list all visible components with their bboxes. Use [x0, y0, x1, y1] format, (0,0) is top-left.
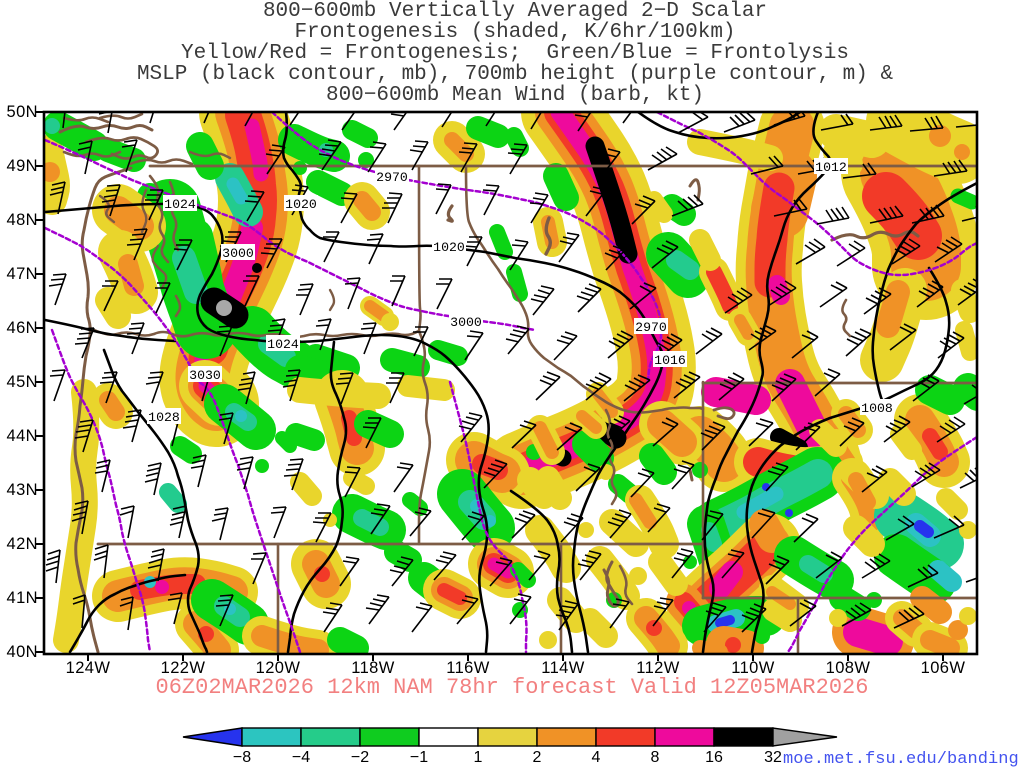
svg-text:2970: 2970: [635, 320, 667, 335]
svg-text:−8: −8: [233, 749, 251, 766]
svg-text:3000: 3000: [222, 246, 254, 261]
svg-text:4: 4: [592, 749, 601, 766]
svg-text:16: 16: [705, 749, 723, 766]
svg-text:1: 1: [474, 749, 483, 766]
svg-text:1008: 1008: [861, 401, 893, 416]
svg-text:3000: 3000: [450, 315, 482, 330]
svg-text:1024: 1024: [267, 337, 299, 352]
svg-text:1020: 1020: [285, 197, 317, 212]
svg-text:1028: 1028: [148, 410, 180, 425]
svg-text:2: 2: [533, 749, 542, 766]
svg-text:1016: 1016: [654, 353, 686, 368]
svg-text:1012: 1012: [815, 160, 847, 175]
svg-text:2970: 2970: [376, 170, 408, 185]
svg-text:1020: 1020: [433, 240, 465, 255]
svg-text:1024: 1024: [164, 197, 196, 212]
svg-text:−1: −1: [410, 749, 428, 766]
svg-text:−4: −4: [292, 749, 310, 766]
svg-text:8: 8: [651, 749, 660, 766]
svg-text:3030: 3030: [189, 368, 221, 383]
svg-text:−2: −2: [351, 749, 369, 766]
svg-text:32: 32: [764, 749, 782, 766]
